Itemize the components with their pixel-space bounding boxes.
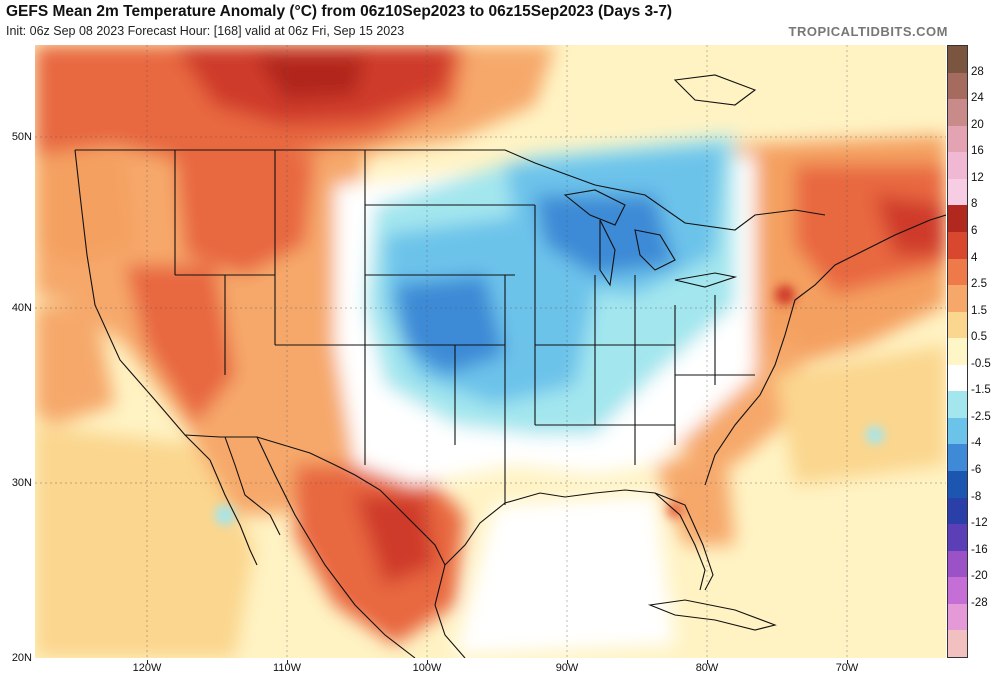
color-scale-swatch — [948, 258, 967, 286]
color-scale-label: 20 — [971, 118, 984, 131]
lat-label-50n: 50N — [11, 131, 32, 143]
color-scale-swatch — [948, 152, 967, 180]
lon-tick — [567, 660, 568, 664]
color-scale-swatch — [948, 338, 967, 366]
color-scale-swatch — [948, 550, 967, 578]
color-scale-label: 0.5 — [971, 331, 987, 344]
lon-label-90w: 90W — [555, 662, 579, 674]
color-scale-swatch — [948, 471, 967, 499]
color-scale-swatch — [948, 178, 967, 206]
color-scale-swatch — [948, 364, 967, 392]
color-scale-swatch — [948, 417, 967, 445]
brand-watermark: TROPICALTIDBITS.COM — [788, 24, 948, 39]
color-scale-swatch — [948, 125, 967, 153]
color-scale-label: -16 — [971, 543, 988, 556]
color-scale-labels: 28 24 20 16 12 8 6 4 2.5 1.5 0.5 -0.5 -1.5 -2.5 -4 -6 -8… — [969, 45, 1000, 658]
color-scale-swatch — [948, 46, 967, 74]
color-scale-swatch — [948, 205, 967, 233]
color-scale-label: -4 — [971, 437, 982, 450]
color-scale-swatch — [948, 311, 967, 339]
color-scale-label: -20 — [971, 570, 988, 583]
color-scale-swatch — [948, 497, 967, 525]
color-scale-label: 8 — [971, 198, 978, 211]
color-scale-label: 24 — [971, 92, 984, 105]
color-scale-label: -28 — [971, 596, 988, 609]
latitude-axis: 50N 40N 30N 20N — [0, 45, 34, 664]
lon-tick — [287, 660, 288, 664]
color-scale-swatch — [948, 99, 967, 127]
map-subtitle: Init: 06z Sep 08 2023 Forecast Hour: [16… — [6, 24, 405, 38]
color-scale-label: 2.5 — [971, 278, 987, 291]
lon-tick — [427, 660, 428, 664]
color-scale-swatch — [948, 391, 967, 419]
color-scale-swatch — [948, 630, 967, 658]
color-scale-label: -8 — [971, 490, 982, 503]
map-title: GEFS Mean 2m Temperature Anomaly (°C) fr… — [6, 3, 673, 20]
color-scale-label: 4 — [971, 251, 978, 264]
lat-label-30n: 30N — [11, 477, 32, 489]
color-scale-label: 6 — [971, 224, 978, 237]
color-scale-swatch — [948, 577, 967, 605]
lat-label-40n: 40N — [11, 302, 32, 314]
color-scale-label: -6 — [971, 464, 982, 477]
lon-tick — [147, 660, 148, 664]
lat-label-20n: 20N — [11, 652, 32, 664]
color-scale-swatch — [948, 444, 967, 472]
color-scale-label: 12 — [971, 171, 984, 184]
lon-label-80w: 80W — [695, 662, 719, 674]
color-scale-swatch — [948, 603, 967, 631]
lon-tick — [707, 660, 708, 664]
color-scale-label: 1.5 — [971, 304, 987, 317]
color-scale-label: 16 — [971, 145, 984, 158]
color-scale-bar — [947, 45, 968, 658]
lon-label-120w: 120W — [132, 662, 162, 674]
anomaly-blobs — [35, 45, 946, 658]
color-scale-label: -0.5 — [971, 357, 991, 370]
longitude-axis: 120W 110W 100W 90W 80W 70W — [35, 660, 946, 679]
color-scale-swatch — [948, 72, 967, 100]
lon-label-70w: 70W — [835, 662, 859, 674]
color-scale-label: 28 — [971, 65, 984, 78]
graticule — [35, 45, 946, 658]
color-scale-label: -12 — [971, 517, 988, 530]
coastlines-and-borders — [74, 74, 946, 658]
color-scale-label: -1.5 — [971, 384, 991, 397]
lon-label-100w: 100W — [412, 662, 442, 674]
anomaly-field — [35, 45, 946, 658]
lon-tick — [847, 660, 848, 664]
color-scale-swatch — [948, 524, 967, 552]
lon-label-110w: 110W — [273, 662, 301, 674]
color-scale-swatch — [948, 285, 967, 313]
color-scale-swatch — [948, 231, 967, 260]
color-scale-label: -2.5 — [971, 410, 991, 423]
temperature-anomaly-map — [35, 45, 946, 658]
